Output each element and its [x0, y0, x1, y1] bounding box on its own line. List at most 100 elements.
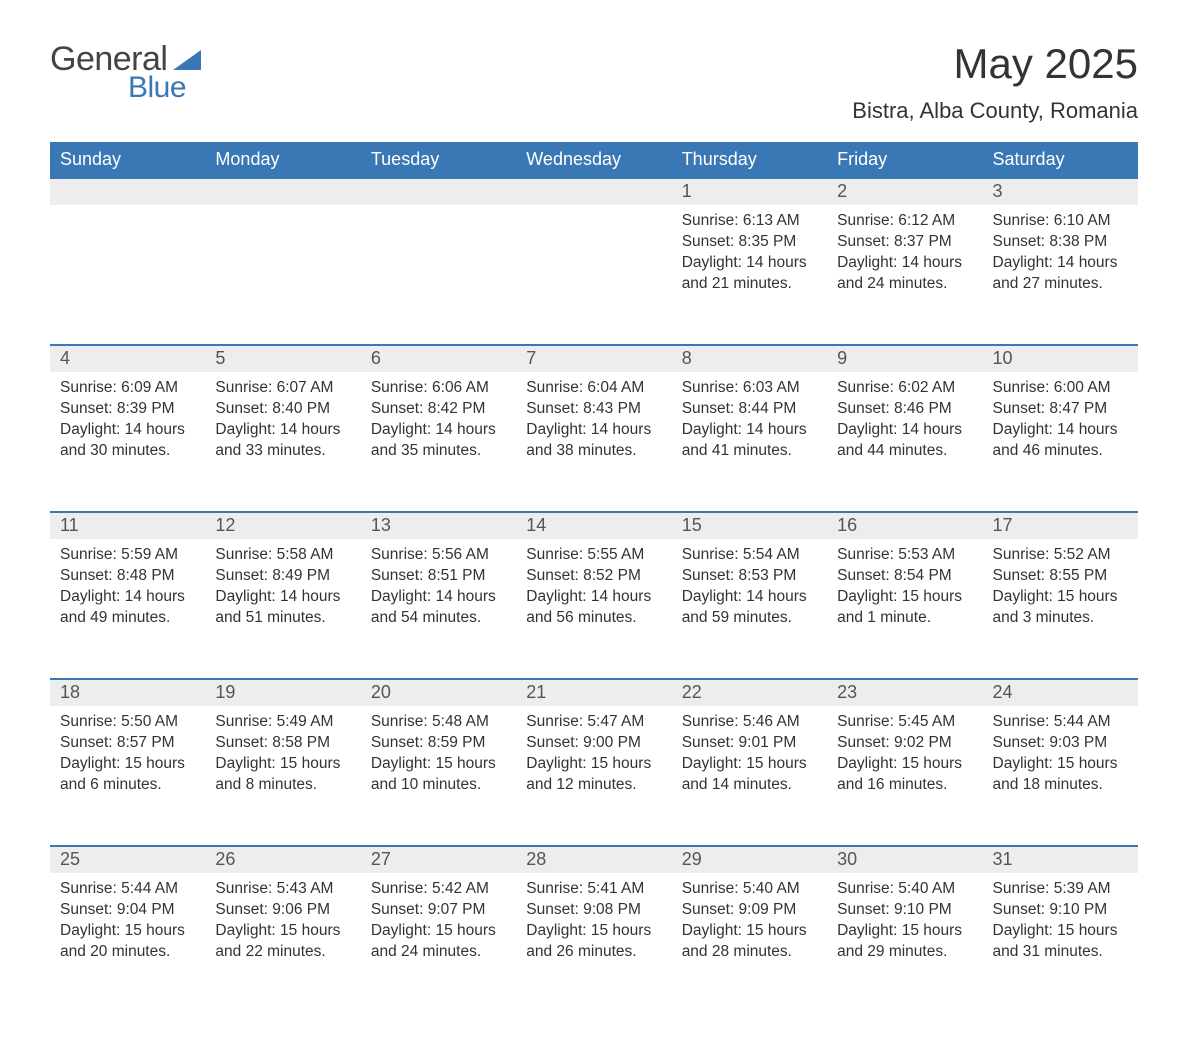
calendar-cell: Sunrise: 6:10 AMSunset: 8:38 PMDaylight:… — [983, 205, 1138, 345]
sunset-line: Sunset: 8:37 PM — [837, 232, 972, 253]
sunrise-line: Sunrise: 5:54 AM — [682, 545, 817, 566]
weekday-header: Saturday — [983, 142, 1138, 178]
day-content: Sunrise: 5:55 AMSunset: 8:52 PMDaylight:… — [516, 539, 671, 643]
daylight-line: Daylight: 15 hours and 10 minutes. — [371, 754, 506, 796]
day-number: 4 — [50, 346, 205, 372]
calendar-cell: Sunrise: 5:59 AMSunset: 8:48 PMDaylight:… — [50, 539, 205, 679]
day-number — [516, 179, 671, 205]
sunrise-line: Sunrise: 6:10 AM — [993, 211, 1128, 232]
calendar-body: 123Sunrise: 6:13 AMSunset: 8:35 PMDaylig… — [50, 178, 1138, 1013]
sunrise-line: Sunrise: 6:12 AM — [837, 211, 972, 232]
calendar-cell: Sunrise: 5:53 AMSunset: 8:54 PMDaylight:… — [827, 539, 982, 679]
week-content-row: Sunrise: 5:50 AMSunset: 8:57 PMDaylight:… — [50, 706, 1138, 846]
sunrise-line: Sunrise: 6:00 AM — [993, 378, 1128, 399]
day-content — [516, 205, 671, 305]
day-number: 6 — [361, 346, 516, 372]
daylight-line: Daylight: 15 hours and 31 minutes. — [993, 921, 1128, 963]
day-content: Sunrise: 5:44 AMSunset: 9:03 PMDaylight:… — [983, 706, 1138, 810]
day-number: 28 — [516, 847, 671, 873]
sunrise-line: Sunrise: 5:42 AM — [371, 879, 506, 900]
day-content: Sunrise: 5:53 AMSunset: 8:54 PMDaylight:… — [827, 539, 982, 643]
day-number: 12 — [205, 513, 360, 539]
calendar-cell: Sunrise: 6:00 AMSunset: 8:47 PMDaylight:… — [983, 372, 1138, 512]
sunset-line: Sunset: 8:48 PM — [60, 566, 195, 587]
day-content: Sunrise: 5:42 AMSunset: 9:07 PMDaylight:… — [361, 873, 516, 977]
weekday-header: Monday — [205, 142, 360, 178]
daylight-line: Daylight: 15 hours and 12 minutes. — [526, 754, 661, 796]
sunrise-line: Sunrise: 5:44 AM — [60, 879, 195, 900]
day-number: 7 — [516, 346, 671, 372]
day-number: 25 — [50, 847, 205, 873]
location-text: Bistra, Alba County, Romania — [852, 98, 1138, 124]
sunrise-line: Sunrise: 5:56 AM — [371, 545, 506, 566]
day-number: 11 — [50, 513, 205, 539]
daylight-line: Daylight: 15 hours and 20 minutes. — [60, 921, 195, 963]
day-number: 16 — [827, 513, 982, 539]
calendar-cell: Sunrise: 5:58 AMSunset: 8:49 PMDaylight:… — [205, 539, 360, 679]
sunrise-line: Sunrise: 5:47 AM — [526, 712, 661, 733]
calendar-cell: Sunrise: 5:44 AMSunset: 9:03 PMDaylight:… — [983, 706, 1138, 846]
week-content-row: Sunrise: 5:44 AMSunset: 9:04 PMDaylight:… — [50, 873, 1138, 1013]
sunset-line: Sunset: 8:46 PM — [837, 399, 972, 420]
daylight-line: Daylight: 14 hours and 54 minutes. — [371, 587, 506, 629]
sunset-line: Sunset: 8:57 PM — [60, 733, 195, 754]
weekday-header: Friday — [827, 142, 982, 178]
sunset-line: Sunset: 8:49 PM — [215, 566, 350, 587]
day-number: 8 — [672, 346, 827, 372]
sunset-line: Sunset: 8:44 PM — [682, 399, 817, 420]
sunrise-line: Sunrise: 5:44 AM — [993, 712, 1128, 733]
daylight-line: Daylight: 14 hours and 59 minutes. — [682, 587, 817, 629]
daylight-line: Daylight: 14 hours and 46 minutes. — [993, 420, 1128, 462]
sunset-line: Sunset: 8:42 PM — [371, 399, 506, 420]
day-number: 27 — [361, 847, 516, 873]
day-content: Sunrise: 5:56 AMSunset: 8:51 PMDaylight:… — [361, 539, 516, 643]
day-number: 5 — [205, 346, 360, 372]
day-content: Sunrise: 5:49 AMSunset: 8:58 PMDaylight:… — [205, 706, 360, 810]
day-number: 13 — [361, 513, 516, 539]
sunrise-line: Sunrise: 5:49 AM — [215, 712, 350, 733]
sunrise-line: Sunrise: 5:43 AM — [215, 879, 350, 900]
logo: General Blue — [50, 40, 201, 105]
daylight-line: Daylight: 14 hours and 41 minutes. — [682, 420, 817, 462]
day-content — [205, 205, 360, 305]
week-daynum-row: 123 — [50, 178, 1138, 205]
day-content: Sunrise: 5:41 AMSunset: 9:08 PMDaylight:… — [516, 873, 671, 977]
calendar-cell: Sunrise: 5:41 AMSunset: 9:08 PMDaylight:… — [516, 873, 671, 1013]
day-content: Sunrise: 6:09 AMSunset: 8:39 PMDaylight:… — [50, 372, 205, 476]
day-content: Sunrise: 6:04 AMSunset: 8:43 PMDaylight:… — [516, 372, 671, 476]
calendar-cell: Sunrise: 5:42 AMSunset: 9:07 PMDaylight:… — [361, 873, 516, 1013]
calendar-cell: Sunrise: 5:47 AMSunset: 9:00 PMDaylight:… — [516, 706, 671, 846]
calendar-cell: Sunrise: 6:12 AMSunset: 8:37 PMDaylight:… — [827, 205, 982, 345]
week-daynum-row: 25262728293031 — [50, 846, 1138, 873]
calendar-cell: Sunrise: 6:13 AMSunset: 8:35 PMDaylight:… — [672, 205, 827, 345]
day-content: Sunrise: 5:52 AMSunset: 8:55 PMDaylight:… — [983, 539, 1138, 643]
calendar-cell: Sunrise: 5:43 AMSunset: 9:06 PMDaylight:… — [205, 873, 360, 1013]
week-daynum-row: 18192021222324 — [50, 679, 1138, 706]
calendar-cell: Sunrise: 5:46 AMSunset: 9:01 PMDaylight:… — [672, 706, 827, 846]
logo-text-blue: Blue — [128, 71, 186, 105]
daylight-line: Daylight: 14 hours and 44 minutes. — [837, 420, 972, 462]
sunrise-line: Sunrise: 5:53 AM — [837, 545, 972, 566]
day-number: 22 — [672, 680, 827, 706]
day-content: Sunrise: 6:07 AMSunset: 8:40 PMDaylight:… — [205, 372, 360, 476]
daylight-line: Daylight: 15 hours and 28 minutes. — [682, 921, 817, 963]
calendar-cell: Sunrise: 5:44 AMSunset: 9:04 PMDaylight:… — [50, 873, 205, 1013]
day-content: Sunrise: 5:40 AMSunset: 9:10 PMDaylight:… — [827, 873, 982, 977]
sunrise-line: Sunrise: 5:58 AM — [215, 545, 350, 566]
sunset-line: Sunset: 8:59 PM — [371, 733, 506, 754]
day-content: Sunrise: 5:43 AMSunset: 9:06 PMDaylight:… — [205, 873, 360, 977]
daylight-line: Daylight: 14 hours and 49 minutes. — [60, 587, 195, 629]
calendar-cell: Sunrise: 5:50 AMSunset: 8:57 PMDaylight:… — [50, 706, 205, 846]
sunrise-line: Sunrise: 5:39 AM — [993, 879, 1128, 900]
week-content-row: Sunrise: 6:13 AMSunset: 8:35 PMDaylight:… — [50, 205, 1138, 345]
weekday-header: Tuesday — [361, 142, 516, 178]
sunset-line: Sunset: 9:01 PM — [682, 733, 817, 754]
weekday-header: Wednesday — [516, 142, 671, 178]
sunrise-line: Sunrise: 6:13 AM — [682, 211, 817, 232]
sunrise-line: Sunrise: 5:59 AM — [60, 545, 195, 566]
day-content: Sunrise: 5:58 AMSunset: 8:49 PMDaylight:… — [205, 539, 360, 643]
sunrise-line: Sunrise: 6:07 AM — [215, 378, 350, 399]
day-number: 30 — [827, 847, 982, 873]
day-content — [50, 205, 205, 305]
daylight-line: Daylight: 15 hours and 3 minutes. — [993, 587, 1128, 629]
